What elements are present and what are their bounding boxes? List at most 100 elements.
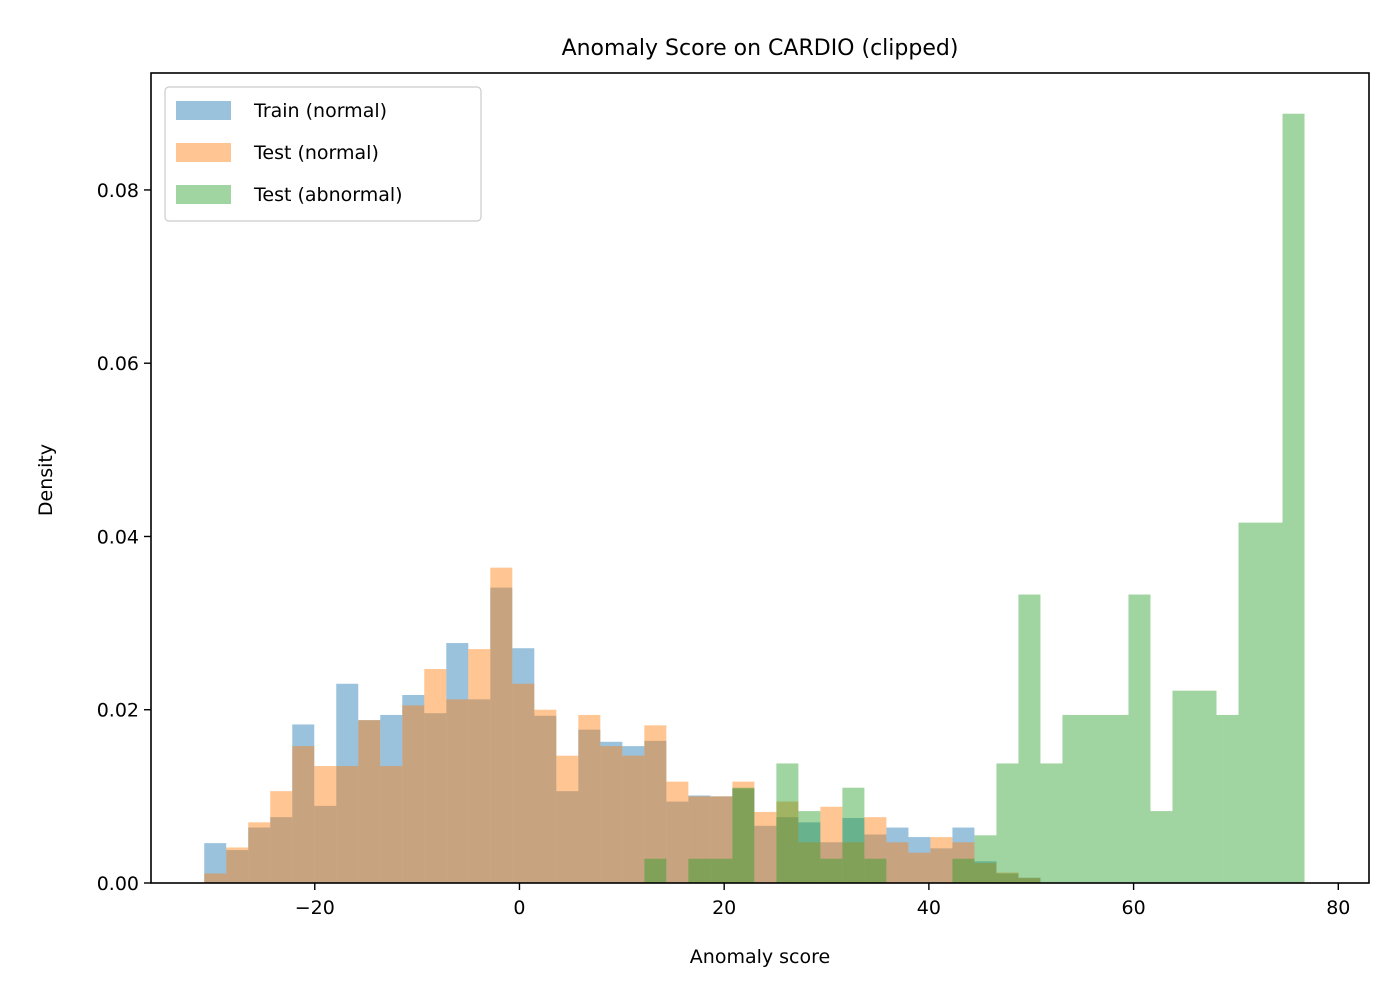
- legend-label-1: Test (normal): [253, 142, 379, 164]
- bar-series-2-bin-1: [688, 858, 711, 883]
- bar-series-2-bin-23: [1260, 522, 1283, 883]
- legend-label-0: Train (normal): [253, 100, 387, 122]
- x-tick-label: 0: [513, 897, 525, 919]
- bar-series-1-bin-0: [204, 873, 227, 883]
- bar-series-2-bin-9: [952, 858, 975, 883]
- bar-series-0-bin-22: [688, 795, 711, 883]
- legend-swatch-1: [176, 143, 231, 162]
- x-tick-label: 40: [917, 897, 941, 919]
- bar-series-1-bin-2: [248, 822, 271, 883]
- bar-series-0-bin-17: [578, 729, 601, 883]
- y-tick-label: 0.02: [97, 700, 139, 722]
- bar-series-2-bin-14: [1062, 714, 1085, 883]
- bar-series-0-bin-5: [314, 805, 337, 883]
- bar-series-2-bin-17: [1128, 594, 1151, 883]
- bar-series-1-bin-3: [270, 791, 293, 883]
- x-axis-label: Anomaly score: [690, 946, 830, 968]
- bar-series-0-bin-0: [204, 843, 227, 883]
- bar-series-0-bin-6: [336, 683, 359, 883]
- bar-series-0-bin-27: [798, 822, 821, 883]
- x-tick-label: 60: [1121, 897, 1145, 919]
- bar-series-0-bin-18: [600, 741, 623, 883]
- bar-series-2-bin-22: [1238, 522, 1261, 883]
- bar-series-1-bin-26: [776, 801, 799, 883]
- bar-series-0-bin-21: [666, 801, 689, 883]
- bar-series-1-bin-12: [468, 649, 491, 883]
- bar-series-1-bin-30: [864, 817, 887, 883]
- bar-series-0-bin-1: [226, 850, 249, 883]
- bar-series-2-bin-15: [1084, 714, 1107, 883]
- bar-series-2-bin-11: [996, 763, 1019, 883]
- y-tick-label: 0.06: [97, 353, 139, 375]
- bar-series-1-bin-15: [534, 709, 557, 883]
- bar-series-1-bin-35: [974, 863, 997, 883]
- bar-series-1-bin-1: [226, 847, 249, 883]
- bar-series-1-bin-13: [490, 567, 513, 883]
- axes-frame: [150, 72, 1370, 884]
- bar-series-2-bin-6: [820, 858, 843, 883]
- bar-series-2-bin-12: [1018, 594, 1041, 883]
- bar-series-2-bin-7: [842, 787, 865, 883]
- bar-series-0-bin-11: [446, 643, 469, 883]
- chart-title: Anomaly Score on CARDIO (clipped): [562, 36, 959, 61]
- bar-series-2-bin-4: [776, 763, 799, 883]
- bar-series-0-bin-20: [644, 740, 667, 883]
- bar-series-1-bin-10: [424, 669, 447, 883]
- bar-series-0-bin-3: [270, 817, 293, 883]
- bar-series-2-bin-8: [864, 858, 887, 883]
- bar-series-0-bin-12: [468, 699, 491, 883]
- bar-series-0-bin-37: [1018, 877, 1041, 883]
- x-tick-label: 20: [712, 897, 736, 919]
- bar-series-1-bin-5: [314, 766, 337, 883]
- bar-series-2-bin-3: [732, 787, 755, 883]
- x-axis-ticks: −20 0 20 40 60 80: [295, 883, 1350, 919]
- bar-series-0-bin-29: [842, 818, 865, 883]
- y-tick-label: 0.00: [97, 873, 139, 895]
- bar-series-0-bin-8: [380, 714, 403, 883]
- bar-series-1-bin-17: [578, 714, 601, 883]
- bar-series-2-bin-2: [710, 858, 733, 883]
- y-axis-label: Density: [35, 444, 57, 516]
- bar-series-2-bin-5: [798, 811, 821, 883]
- bar-series-1-bin-16: [556, 755, 579, 883]
- bar-series-1-bin-7: [358, 720, 381, 883]
- bar-series-0-bin-2: [248, 827, 271, 883]
- bar-series-2-bin-10: [974, 835, 997, 883]
- bar-series-1-bin-4: [292, 746, 315, 883]
- bar-series-0-bin-28: [820, 842, 843, 883]
- legend: Train (normal) Test (normal) Test (abnorma…: [164, 86, 482, 222]
- bar-series-0-bin-9: [402, 695, 425, 883]
- bar-series-1-bin-6: [336, 766, 359, 883]
- bar-series-1-bin-18: [600, 746, 623, 883]
- bar-series-1-bin-32: [908, 852, 931, 883]
- bar-series-0-bin-4: [292, 724, 315, 883]
- legend-swatch-2: [176, 185, 231, 204]
- bar-series-1-bin-9: [402, 705, 425, 883]
- x-tick-label: 80: [1326, 897, 1350, 919]
- bar-series-2-bin-0: [644, 858, 667, 883]
- bar-series-1-bin-22: [688, 796, 711, 883]
- bar-series-1-bin-11: [446, 699, 469, 883]
- bar-series-1-bin-27: [798, 842, 821, 883]
- bar-series-1-bin-14: [512, 683, 535, 883]
- bar-series-0-bin-33: [930, 848, 953, 883]
- legend-swatch-0: [176, 101, 231, 120]
- bar-series-0-bin-31: [886, 827, 909, 883]
- bar-series-0-bin-25: [754, 825, 777, 883]
- bar-series-1-bin-28: [820, 806, 843, 883]
- bar-series-1-bin-31: [886, 842, 909, 883]
- bar-series-0-bin-26: [776, 817, 799, 883]
- bar-series-1-bin-33: [930, 837, 953, 883]
- bar-series-0-bin-10: [424, 713, 447, 883]
- bar-series-0-bin-35: [974, 861, 997, 883]
- legend-box: [164, 86, 482, 222]
- histogram-bars: [204, 113, 1305, 884]
- bar-series-0-bin-15: [534, 715, 557, 883]
- y-tick-label: 0.08: [97, 180, 139, 202]
- legend-label-2: Test (abnormal): [253, 184, 403, 206]
- bar-series-2-bin-16: [1106, 714, 1129, 883]
- bar-series-1-bin-23: [710, 796, 733, 883]
- bar-series-1-bin-20: [644, 725, 667, 883]
- bar-series-2-bin-24: [1282, 113, 1305, 884]
- bar-series-0-bin-34: [952, 827, 975, 883]
